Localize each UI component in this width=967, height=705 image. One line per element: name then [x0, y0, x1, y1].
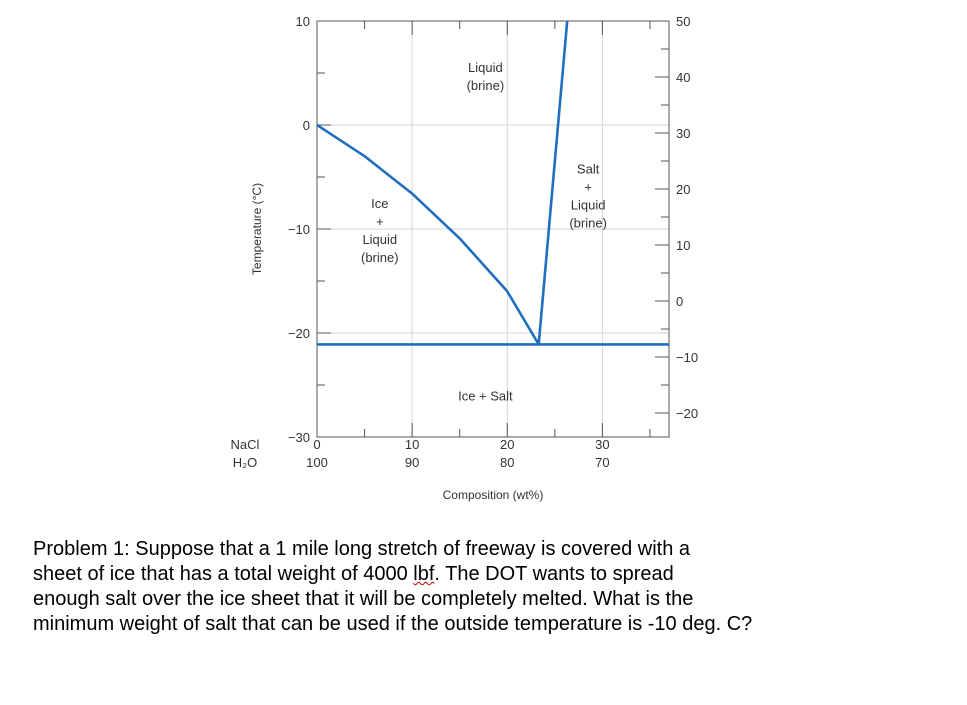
component-label-nacl: NaCl — [231, 437, 260, 452]
left-tick-label: −10 — [288, 222, 310, 237]
component-label-h2o: H₂O — [233, 455, 258, 470]
problem-line-3: enough salt over the ice sheet that it w… — [33, 588, 694, 610]
x-tick-label-h2o: 80 — [500, 455, 514, 470]
x-tick-label-nacl: 0 — [313, 437, 320, 452]
region-label-4: Ice + Salt — [458, 388, 513, 403]
region-label-2: + — [376, 214, 384, 229]
region-label-3: Salt — [577, 162, 600, 177]
x-tick-label-nacl: 20 — [500, 437, 514, 452]
region-label-1: (brine) — [467, 78, 505, 93]
problem-line-2-start: sheet of ice that has a total weight of … — [33, 563, 414, 585]
region-label-2: (brine) — [361, 250, 399, 265]
left-tick-label: −20 — [288, 326, 310, 341]
x-tick-label-h2o: 90 — [405, 455, 419, 470]
x-tick-label-h2o: 100 — [306, 455, 328, 470]
left-tick-label: −30 — [288, 430, 310, 445]
region-label-3: Liquid — [571, 198, 606, 213]
problem-line-1: Problem 1: Suppose that a 1 mile long st… — [33, 538, 691, 560]
right-tick-label: 30 — [676, 126, 690, 141]
right-tick-label: 20 — [676, 182, 690, 197]
right-tick-label: 10 — [676, 238, 690, 253]
region-label-3: (brine) — [569, 216, 607, 231]
weight-unit: lbf — [413, 563, 435, 585]
right-tick-label: 40 — [676, 70, 690, 85]
x-tick-label-nacl: 10 — [405, 437, 419, 452]
right-tick-label: −20 — [676, 406, 698, 421]
problem-statement: Problem 1: Suppose that a 1 mile long st… — [33, 537, 933, 637]
region-label-2: Ice — [371, 196, 388, 211]
left-tick-label: 0 — [303, 118, 310, 133]
left-tick-label: 10 — [296, 14, 310, 29]
phase-boundary-2 — [537, 20, 569, 345]
problem-line-2-end: . The DOT wants to spread — [434, 563, 674, 585]
right-tick-label: 0 — [676, 294, 683, 309]
tick-marks — [316, 20, 669, 438]
right-tick-label: −10 — [676, 350, 698, 365]
phase-diagram: 100−10−20−3050403020100−10−2001001090208… — [231, 14, 699, 502]
y-axis-title: Temperature (°C) — [250, 183, 264, 275]
problem-line-2: sheet of ice that has a total weight of … — [33, 562, 933, 587]
axis-labels: 100−10−20−3050403020100−10−2001001090208… — [288, 14, 698, 470]
phase-boundary-1 — [316, 123, 540, 346]
grid — [317, 21, 669, 437]
problem-line-4: minimum weight of salt that can be used … — [33, 613, 753, 635]
phase-boundaries — [316, 20, 669, 346]
right-tick-label: 50 — [676, 14, 690, 29]
region-label-3: + — [584, 180, 592, 195]
x-axis-title: Composition (wt%) — [443, 488, 544, 502]
x-tick-label-nacl: 30 — [595, 437, 609, 452]
region-label-1: Liquid — [468, 60, 503, 75]
x-tick-label-h2o: 70 — [595, 455, 609, 470]
region-label-2: Liquid — [362, 232, 397, 247]
region-labels: Liquid (brine) Ice + Liquid (brine) Salt + Liqui… — [361, 60, 607, 403]
